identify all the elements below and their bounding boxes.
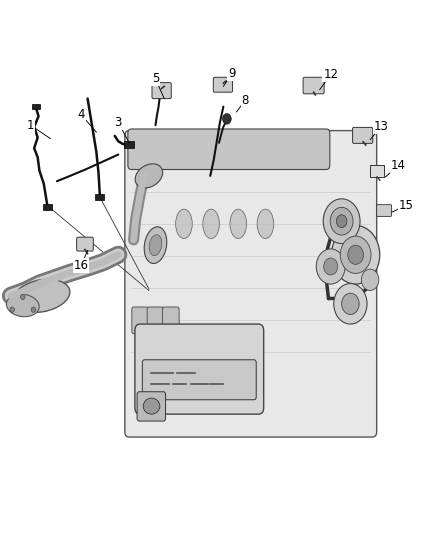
- FancyBboxPatch shape: [377, 205, 392, 216]
- Text: 15: 15: [399, 199, 414, 212]
- Circle shape: [336, 215, 347, 228]
- Ellipse shape: [149, 235, 162, 256]
- Circle shape: [330, 207, 353, 235]
- Text: 13: 13: [374, 120, 389, 133]
- Ellipse shape: [143, 398, 160, 414]
- FancyBboxPatch shape: [128, 129, 330, 169]
- Circle shape: [223, 114, 231, 124]
- Text: 5: 5: [152, 72, 159, 85]
- Circle shape: [340, 236, 371, 273]
- Circle shape: [361, 269, 379, 290]
- Bar: [370, 165, 384, 177]
- Ellipse shape: [176, 209, 192, 239]
- Text: 14: 14: [391, 159, 406, 172]
- FancyBboxPatch shape: [132, 307, 148, 334]
- FancyBboxPatch shape: [213, 77, 233, 92]
- FancyBboxPatch shape: [125, 131, 377, 437]
- FancyBboxPatch shape: [162, 307, 179, 334]
- Circle shape: [332, 225, 380, 284]
- Text: 4: 4: [77, 108, 85, 121]
- Circle shape: [342, 293, 359, 314]
- Ellipse shape: [144, 227, 167, 263]
- FancyBboxPatch shape: [135, 324, 264, 414]
- Bar: [124, 141, 134, 149]
- Circle shape: [31, 307, 35, 312]
- Text: 3: 3: [115, 116, 122, 129]
- Circle shape: [324, 258, 338, 275]
- Bar: [95, 194, 104, 200]
- Text: 8: 8: [242, 94, 249, 107]
- Ellipse shape: [135, 164, 162, 188]
- FancyBboxPatch shape: [152, 83, 171, 99]
- FancyBboxPatch shape: [142, 360, 256, 400]
- Text: 9: 9: [228, 67, 236, 80]
- Circle shape: [348, 245, 364, 264]
- FancyBboxPatch shape: [303, 77, 324, 94]
- Ellipse shape: [13, 279, 70, 312]
- Text: 16: 16: [74, 259, 88, 272]
- Circle shape: [21, 294, 25, 300]
- Ellipse shape: [230, 209, 247, 239]
- Circle shape: [323, 199, 360, 244]
- Text: 1: 1: [27, 119, 35, 132]
- FancyBboxPatch shape: [353, 127, 373, 143]
- FancyBboxPatch shape: [137, 392, 166, 421]
- Ellipse shape: [203, 209, 219, 239]
- FancyBboxPatch shape: [147, 307, 164, 334]
- Ellipse shape: [7, 294, 39, 317]
- Text: 12: 12: [323, 68, 338, 81]
- Bar: [43, 204, 52, 210]
- Bar: [32, 104, 40, 109]
- Circle shape: [10, 307, 14, 312]
- Ellipse shape: [257, 209, 274, 239]
- FancyBboxPatch shape: [77, 237, 93, 251]
- Circle shape: [316, 249, 345, 284]
- Circle shape: [334, 284, 367, 324]
